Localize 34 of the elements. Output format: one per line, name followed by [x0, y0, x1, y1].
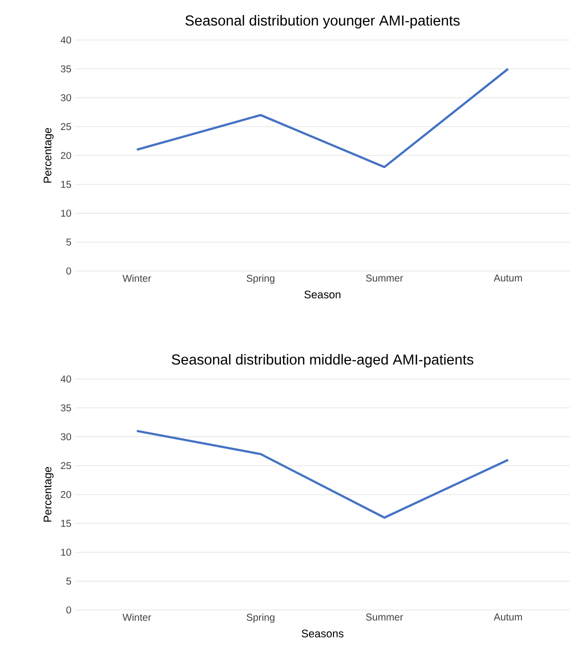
- y-axis-title: Percentage: [44, 128, 54, 183]
- chart-title: Seasonal distribution younger AMI-patients: [185, 15, 460, 29]
- y-tick-label: 0: [66, 267, 72, 275]
- x-tick-label: Autum: [494, 614, 522, 620]
- x-tick-label: Spring: [246, 274, 274, 284]
- y-tick-label: 5: [66, 238, 72, 246]
- y-tick-label: 25: [60, 123, 72, 130]
- x-axis-title: Season: [304, 290, 340, 298]
- line-series: [136, 430, 510, 519]
- x-tick-label: Autum: [494, 274, 522, 282]
- y-tick-label: 5: [66, 578, 72, 585]
- x-axis-title: Seasons: [302, 630, 344, 638]
- y-tick-label: 35: [60, 65, 72, 72]
- y-tick-label: 10: [61, 210, 72, 217]
- y-tick-label: 40: [60, 36, 72, 44]
- x-tick-label: Winter: [122, 614, 152, 621]
- y-tick-label: 35: [60, 404, 72, 412]
- y-axis-title: Percentage: [44, 466, 54, 522]
- x-tick-label: Spring: [246, 614, 274, 623]
- y-tick-label: 15: [61, 520, 72, 527]
- y-tick-label: 25: [60, 462, 72, 470]
- y-tick-label: 20: [60, 490, 72, 498]
- y-tick-label: 15: [61, 180, 72, 188]
- y-tick-label: 30: [60, 433, 72, 440]
- y-tick-label: 0: [66, 606, 72, 614]
- x-tick-label: Winter: [122, 274, 152, 282]
- line-series: [136, 68, 510, 168]
- y-tick-label: 10: [61, 548, 72, 556]
- x-tick-label: Summer: [366, 274, 404, 282]
- y-tick-label: 40: [60, 375, 72, 383]
- chart-title: Seasonal distribution middle-aged AMI-patients: [172, 354, 474, 368]
- x-tick-label: Summer: [366, 614, 404, 621]
- y-tick-label: 20: [60, 152, 72, 160]
- y-tick-label: 30: [60, 94, 72, 102]
